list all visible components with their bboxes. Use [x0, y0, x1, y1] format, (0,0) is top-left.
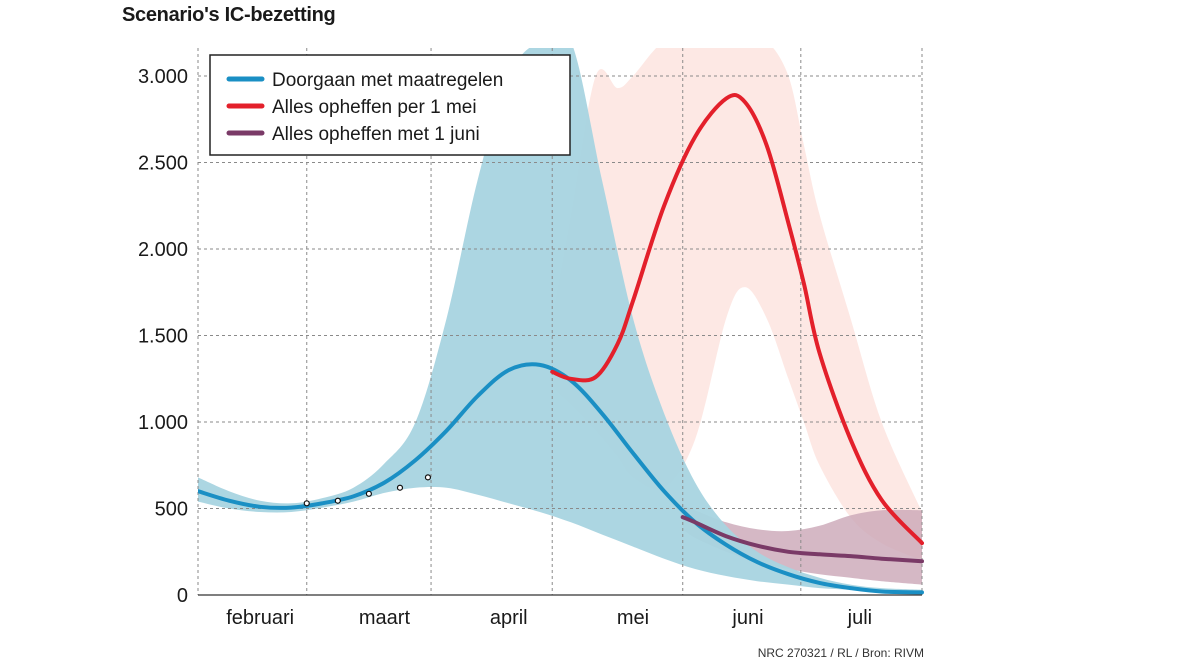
- chart-legend: Doorgaan met maatregelen Alles opheffen p…: [209, 54, 571, 156]
- band-3: [682, 505, 922, 585]
- x-month-label: februari: [226, 607, 294, 629]
- observed-point: [424, 474, 432, 481]
- x-month-label: juli: [847, 607, 872, 629]
- confidence-bands: [198, 48, 922, 593]
- y-tick-label: 2.500: [138, 153, 188, 175]
- series-line-1: [198, 362, 924, 595]
- band-1: [198, 48, 922, 593]
- observed-point: [396, 484, 404, 491]
- legend-label-3: Alles opheffen met 1 juni: [272, 124, 480, 145]
- y-tick-label: 0: [177, 585, 188, 607]
- x-month-label: mei: [617, 607, 649, 629]
- y-tick-label: 500: [155, 499, 188, 521]
- y-tick-label: 3.000: [138, 66, 188, 88]
- legend-box: [209, 54, 571, 156]
- x-month-label: juni: [731, 607, 763, 629]
- y-tick-label: 1.500: [138, 326, 188, 348]
- source-credit: NRC 270321 / RL / Bron: RIVM: [757, 646, 924, 660]
- observed-point: [334, 497, 341, 504]
- observed-point: [365, 490, 373, 497]
- legend-label-2: Alles opheffen per 1 mei: [272, 97, 477, 118]
- y-tick-label: 2.000: [138, 239, 188, 261]
- observed-points: [303, 474, 432, 507]
- x-month-label: april: [490, 607, 528, 629]
- legend-label-1: Doorgaan met maatregelen: [272, 70, 503, 91]
- series-line-2: [550, 93, 924, 546]
- y-tick-label: 1.000: [138, 412, 188, 434]
- chart-axes: 0 500 1.000 1.500 2.000 2.500 3.000 februari maa…: [138, 66, 922, 629]
- observed-point: [303, 500, 310, 507]
- x-month-label: maart: [359, 607, 411, 629]
- scenario-lines: [198, 93, 924, 595]
- chart-title: Scenario's IC-bezetting: [122, 4, 336, 26]
- series-line-3: [680, 515, 924, 564]
